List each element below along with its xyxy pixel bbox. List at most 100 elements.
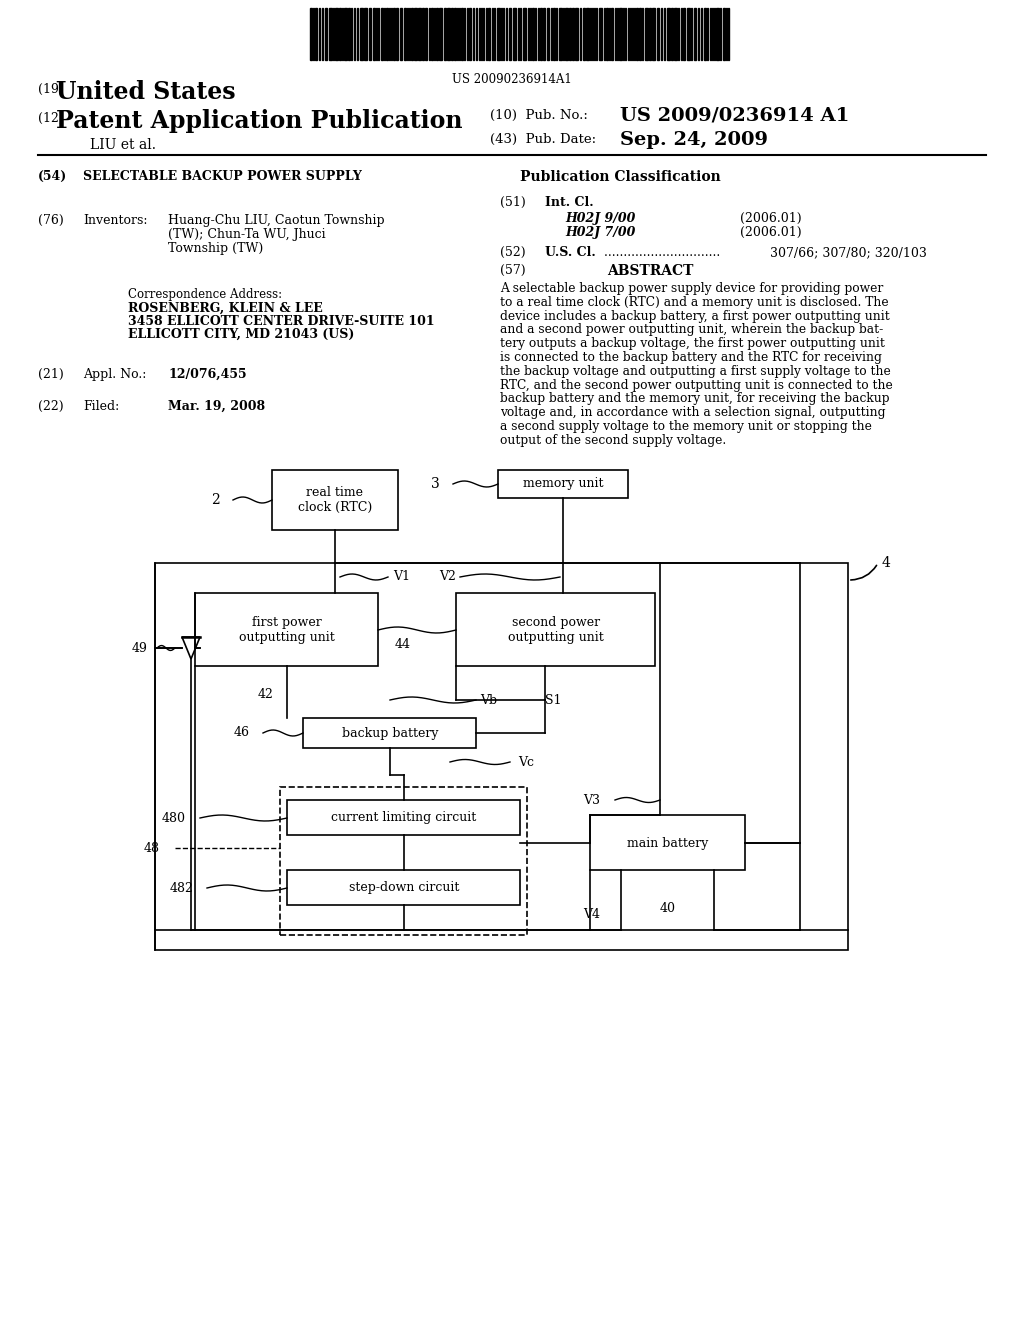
Bar xyxy=(447,8,450,59)
Text: (19): (19) xyxy=(38,83,63,96)
Text: 307/66; 307/80; 320/103: 307/66; 307/80; 320/103 xyxy=(770,246,927,259)
Text: US 2009/0236914 A1: US 2009/0236914 A1 xyxy=(620,107,849,125)
Text: V2: V2 xyxy=(439,570,456,583)
Bar xyxy=(425,8,427,59)
Text: device includes a backup battery, a first power outputting unit: device includes a backup battery, a firs… xyxy=(500,310,890,322)
Bar xyxy=(532,8,534,59)
Text: 4: 4 xyxy=(882,556,891,570)
Bar xyxy=(373,8,375,59)
Bar xyxy=(694,8,696,59)
Bar xyxy=(404,8,406,59)
Bar xyxy=(335,8,338,59)
Text: Patent Application Publication: Patent Application Publication xyxy=(56,110,463,133)
Bar xyxy=(687,8,690,59)
Text: (54): (54) xyxy=(38,170,68,183)
Text: 48: 48 xyxy=(144,842,160,854)
Bar xyxy=(509,8,511,59)
Text: Correspondence Address:: Correspondence Address: xyxy=(128,288,283,301)
Bar xyxy=(565,8,568,59)
Bar xyxy=(667,8,670,59)
Bar xyxy=(523,8,526,59)
Text: Huang-Chu LIU, Caotun Township: Huang-Chu LIU, Caotun Township xyxy=(168,214,385,227)
Bar xyxy=(611,8,613,59)
Bar xyxy=(348,8,350,59)
Bar xyxy=(436,8,438,59)
Bar xyxy=(497,8,500,59)
Bar xyxy=(280,787,527,935)
Text: (51): (51) xyxy=(500,195,525,209)
Text: and a second power outputting unit, wherein the backup bat-: and a second power outputting unit, wher… xyxy=(500,323,884,337)
Text: 49: 49 xyxy=(132,642,148,655)
Text: (2006.01): (2006.01) xyxy=(740,226,802,239)
Text: ABSTRACT: ABSTRACT xyxy=(607,264,693,279)
Text: U.S. Cl.: U.S. Cl. xyxy=(545,246,596,259)
Bar xyxy=(386,8,388,59)
Text: 46: 46 xyxy=(234,726,250,739)
Text: SELECTABLE BACKUP POWER SUPPLY: SELECTABLE BACKUP POWER SUPPLY xyxy=(83,170,361,183)
Bar xyxy=(325,8,327,59)
Text: Appl. No.:: Appl. No.: xyxy=(83,368,146,381)
Bar xyxy=(396,8,398,59)
Bar xyxy=(572,8,574,59)
Text: (52): (52) xyxy=(500,246,525,259)
Text: backup battery: backup battery xyxy=(342,726,438,739)
Text: tery outputs a backup voltage, the first power outputting unit: tery outputs a backup voltage, the first… xyxy=(500,337,885,350)
Text: memory unit: memory unit xyxy=(522,478,603,491)
Text: Vc: Vc xyxy=(518,755,534,768)
Bar xyxy=(716,8,719,59)
Bar xyxy=(569,8,571,59)
Bar xyxy=(652,8,655,59)
Text: Int. Cl.: Int. Cl. xyxy=(545,195,594,209)
Bar xyxy=(431,8,433,59)
Text: step-down circuit: step-down circuit xyxy=(349,882,459,895)
Text: (76): (76) xyxy=(38,214,63,227)
Text: a second supply voltage to the memory unit or stopping the: a second supply voltage to the memory un… xyxy=(500,420,871,433)
Text: 44: 44 xyxy=(395,639,411,652)
Bar xyxy=(705,8,706,59)
Text: S1: S1 xyxy=(545,693,561,706)
Text: ELLICOTT CITY, MD 21043 (US): ELLICOTT CITY, MD 21043 (US) xyxy=(128,327,354,341)
Bar xyxy=(381,8,383,59)
Text: 3458 ELLICOTT CENTER DRIVE-SUITE 101: 3458 ELLICOTT CENTER DRIVE-SUITE 101 xyxy=(128,315,434,327)
Text: Publication Classification: Publication Classification xyxy=(519,170,720,183)
Bar xyxy=(414,8,417,59)
Bar xyxy=(344,8,347,59)
Bar xyxy=(155,564,848,950)
Text: second power
outputting unit: second power outputting unit xyxy=(508,616,604,644)
Bar xyxy=(590,814,745,870)
Bar xyxy=(674,8,677,59)
Text: (22): (22) xyxy=(38,400,63,413)
Bar xyxy=(369,8,371,59)
Bar xyxy=(583,8,585,59)
Text: to a real time clock (RTC) and a memory unit is disclosed. The: to a real time clock (RTC) and a memory … xyxy=(500,296,889,309)
Text: Sep. 24, 2009: Sep. 24, 2009 xyxy=(620,131,768,149)
Text: H02J 7/00: H02J 7/00 xyxy=(565,226,635,239)
Text: Filed:: Filed: xyxy=(83,400,119,413)
Text: V4: V4 xyxy=(583,908,600,921)
Text: V1: V1 xyxy=(393,570,410,583)
Bar xyxy=(364,8,367,59)
Bar xyxy=(498,470,628,498)
Bar xyxy=(310,8,312,59)
Text: Vb: Vb xyxy=(480,693,497,706)
Bar xyxy=(599,8,602,59)
Bar xyxy=(400,8,402,59)
Text: real time
clock (RTC): real time clock (RTC) xyxy=(298,486,372,513)
Text: Inventors:: Inventors: xyxy=(83,214,147,227)
Bar xyxy=(513,8,516,59)
Text: the backup voltage and outputting a first supply voltage to the: the backup voltage and outputting a firs… xyxy=(500,364,891,378)
Bar xyxy=(723,8,725,59)
Bar xyxy=(540,8,542,59)
Bar xyxy=(422,8,424,59)
Text: Mar. 19, 2008: Mar. 19, 2008 xyxy=(168,400,265,413)
Bar xyxy=(418,8,421,59)
Text: A selectable backup power supply device for providing power: A selectable backup power supply device … xyxy=(500,282,884,294)
Bar xyxy=(671,8,673,59)
Text: output of the second supply voltage.: output of the second supply voltage. xyxy=(500,434,726,446)
Bar xyxy=(444,8,446,59)
Text: 2: 2 xyxy=(211,492,220,507)
Bar xyxy=(657,8,659,59)
Text: (TW); Chun-Ta WU, Jhuci: (TW); Chun-Ta WU, Jhuci xyxy=(168,228,326,242)
Text: (10)  Pub. No.:: (10) Pub. No.: xyxy=(490,110,588,121)
Bar xyxy=(195,593,378,667)
